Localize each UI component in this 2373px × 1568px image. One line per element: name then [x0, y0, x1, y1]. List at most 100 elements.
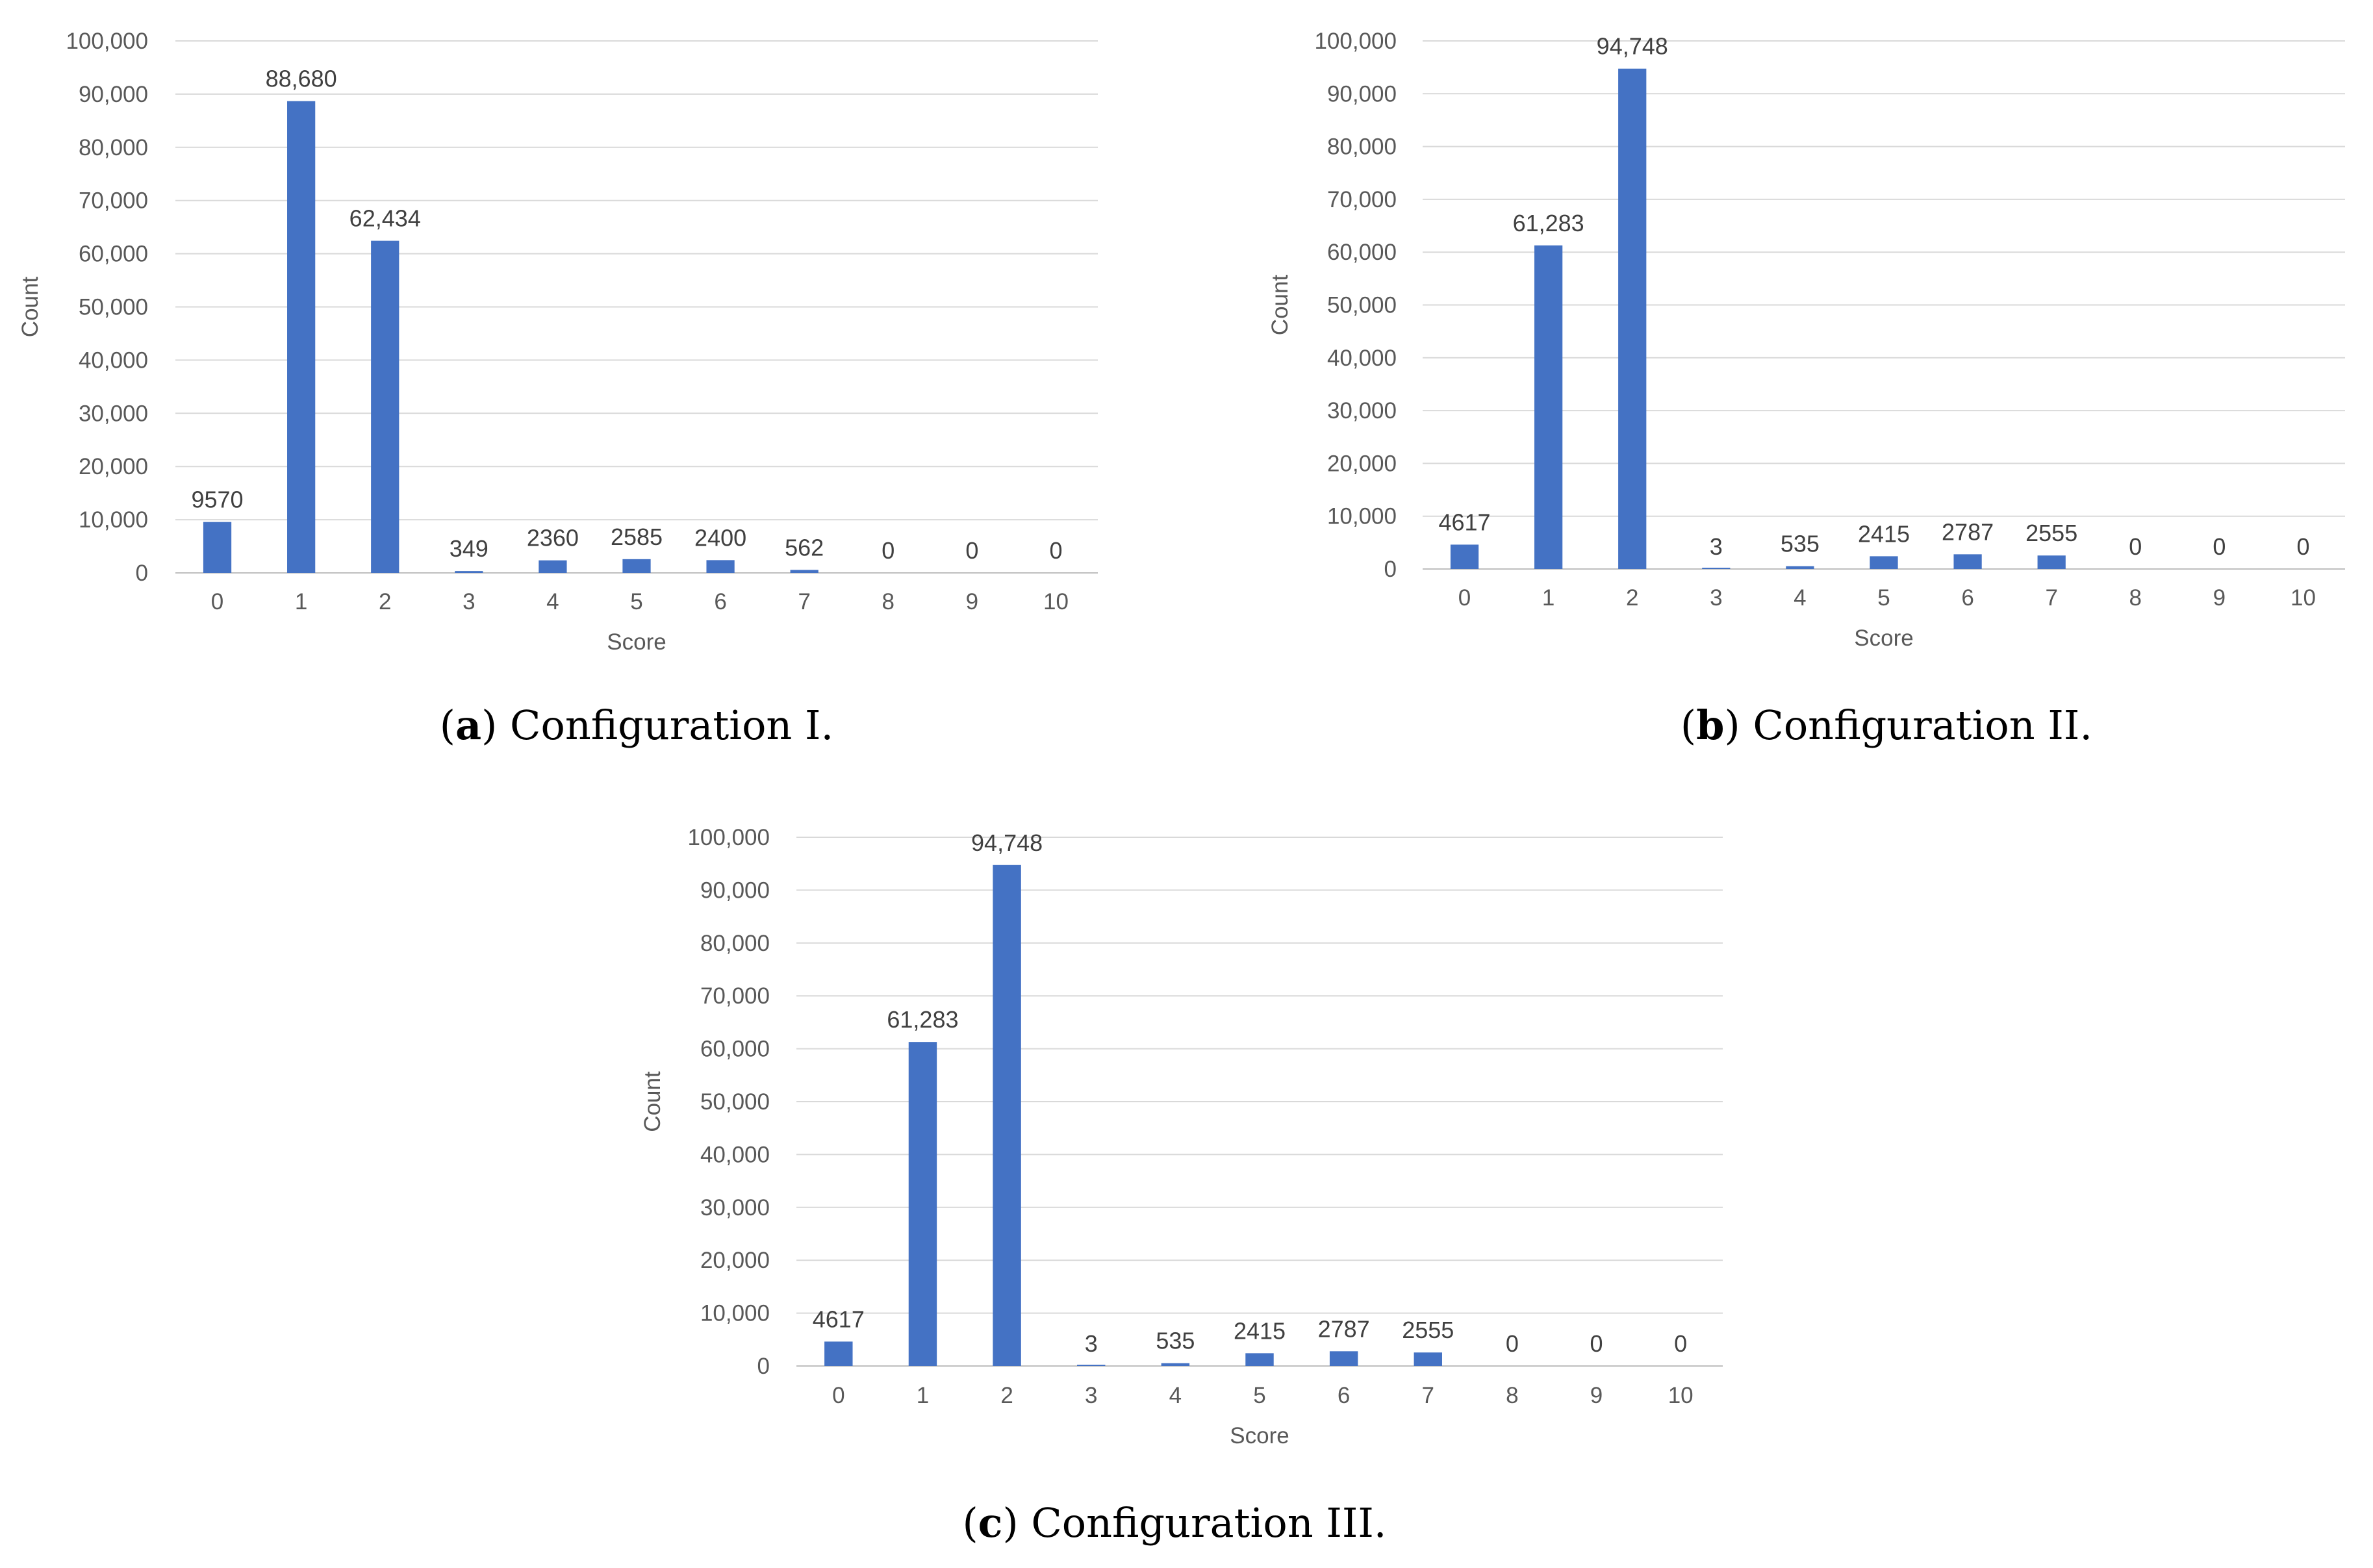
x-tick-label: 4: [1169, 1383, 1182, 1408]
chart-b: 0 10,000 20,000 30,000 40,000 50,000 60,000 70,…: [1267, 29, 2345, 651]
data-label: 0: [1674, 1330, 1687, 1357]
data-label: 562: [785, 534, 824, 561]
x-tick-label: 0: [1458, 585, 1471, 611]
data-label: 535: [1156, 1328, 1195, 1354]
bar: [1786, 566, 1814, 569]
data-label: 349: [450, 535, 489, 562]
chart-c: 0 10,000 20,000 30,000 40,000 50,000 60,000 70,…: [640, 825, 1723, 1448]
y-tick-label: 10,000: [1327, 504, 1397, 529]
y-tick-label: 40,000: [700, 1142, 770, 1167]
data-label: 2787: [1318, 1315, 1370, 1342]
data-label: 3: [1710, 533, 1723, 560]
x-tick-label: 10: [1668, 1383, 1694, 1408]
x-tick-label: 4: [1794, 585, 1806, 611]
y-tick-label: 50,000: [700, 1089, 770, 1115]
y-tick-label: 80,000: [700, 931, 770, 956]
y-tick-label: 30,000: [700, 1195, 770, 1220]
caption-a: (a) Configuration I.: [439, 702, 834, 749]
y-tick-label: 100,000: [1314, 29, 1397, 54]
caption-c-text: Configuration III.: [1031, 1499, 1387, 1547]
data-label: 4617: [1438, 509, 1490, 535]
x-axis-title: Score: [607, 629, 666, 655]
x-tick-label: 9: [1590, 1383, 1603, 1408]
caption-b: (b) Configuration II.: [1680, 702, 2093, 749]
data-label: 94,748: [971, 829, 1043, 856]
x-tick-label: 7: [798, 589, 810, 614]
y-tick-label: 80,000: [79, 135, 148, 160]
x-tick-label: 3: [1085, 1383, 1097, 1408]
y-tick-label: 20,000: [700, 1248, 770, 1273]
bar: [790, 570, 818, 573]
x-tick-label: 6: [1338, 1383, 1350, 1408]
y-tick-label: 60,000: [79, 242, 148, 267]
data-label: 0: [1049, 537, 1062, 564]
x-tick-label: 5: [630, 589, 642, 614]
y-tick-label: 20,000: [79, 454, 148, 479]
y-tick-label: 40,000: [1327, 346, 1397, 371]
x-tick-label: 8: [2129, 585, 2142, 611]
data-label: 2400: [694, 524, 746, 551]
data-label: 4617: [813, 1306, 865, 1332]
data-label: 2555: [1402, 1317, 1454, 1343]
chart-a: 0 10,000 20,000 30,000 40,000 50,000 60,000 70,…: [18, 29, 1098, 655]
x-tick-label: 8: [1506, 1383, 1518, 1408]
x-axis-title: Score: [1854, 626, 1913, 651]
y-tick-label: 100,000: [687, 825, 770, 850]
y-tick-label: 70,000: [79, 188, 148, 214]
y-tick-label: 0: [1384, 557, 1397, 582]
x-tick-label: 6: [1961, 585, 1973, 611]
x-tick-label: 4: [546, 589, 559, 614]
x-tick-label: 0: [211, 589, 223, 614]
x-tick-label: 7: [1422, 1383, 1434, 1408]
x-tick-label: 1: [1542, 585, 1555, 611]
x-tick-label: 1: [917, 1383, 929, 1408]
x-tick-label: 2: [379, 589, 391, 614]
caption-a-letter: a: [455, 702, 482, 749]
caption-a-text: Configuration I.: [510, 702, 834, 749]
x-tick-label: 5: [1253, 1383, 1265, 1408]
x-tick-label: 6: [714, 589, 726, 614]
y-tick-label: 0: [136, 561, 148, 586]
bar: [1161, 1363, 1190, 1366]
y-tick-label: 60,000: [1327, 240, 1397, 265]
x-tick-label: 2: [1626, 585, 1638, 611]
bar: [908, 1042, 937, 1366]
caption-c-letter: c: [978, 1499, 1003, 1547]
bar: [1870, 556, 1898, 569]
data-label: 2555: [2025, 520, 2077, 546]
x-tick-label: 9: [2213, 585, 2226, 611]
data-label: 535: [1781, 531, 1820, 557]
bar: [622, 559, 651, 573]
x-tick-label: 3: [463, 589, 475, 614]
y-tick-label: 90,000: [1327, 81, 1397, 107]
caption-b-text: Configuration II.: [1753, 702, 2093, 749]
caption-c: (c) Configuration III.: [962, 1499, 1387, 1547]
y-tick-label: 80,000: [1327, 134, 1397, 160]
data-label: 9570: [191, 487, 243, 513]
data-label: 0: [2213, 533, 2226, 560]
data-label: 0: [965, 537, 978, 564]
data-label: 2360: [527, 525, 579, 551]
data-label: 3: [1085, 1330, 1098, 1357]
y-tick-label: 40,000: [79, 348, 148, 373]
x-tick-label: 9: [966, 589, 978, 614]
bar: [1450, 544, 1479, 569]
y-tick-label: 50,000: [79, 295, 148, 320]
y-tick-label: 90,000: [700, 878, 770, 903]
bar: [371, 240, 400, 573]
y-tick-label: 10,000: [700, 1301, 770, 1326]
caption-b-letter: b: [1696, 702, 1725, 749]
data-label: 0: [882, 537, 895, 564]
y-tick-label: 20,000: [1327, 451, 1397, 476]
x-axis-title: Score: [1230, 1423, 1289, 1448]
x-tick-label: 5: [1877, 585, 1890, 611]
y-axis-title: Count: [1267, 275, 1293, 336]
bar: [824, 1341, 853, 1366]
y-tick-label: 70,000: [700, 983, 770, 1009]
y-tick-label: 100,000: [66, 29, 148, 54]
y-tick-label: 0: [757, 1354, 770, 1379]
y-tick-label: 10,000: [79, 507, 148, 533]
bar: [1414, 1352, 1442, 1366]
data-label: 94,748: [1597, 33, 1668, 60]
